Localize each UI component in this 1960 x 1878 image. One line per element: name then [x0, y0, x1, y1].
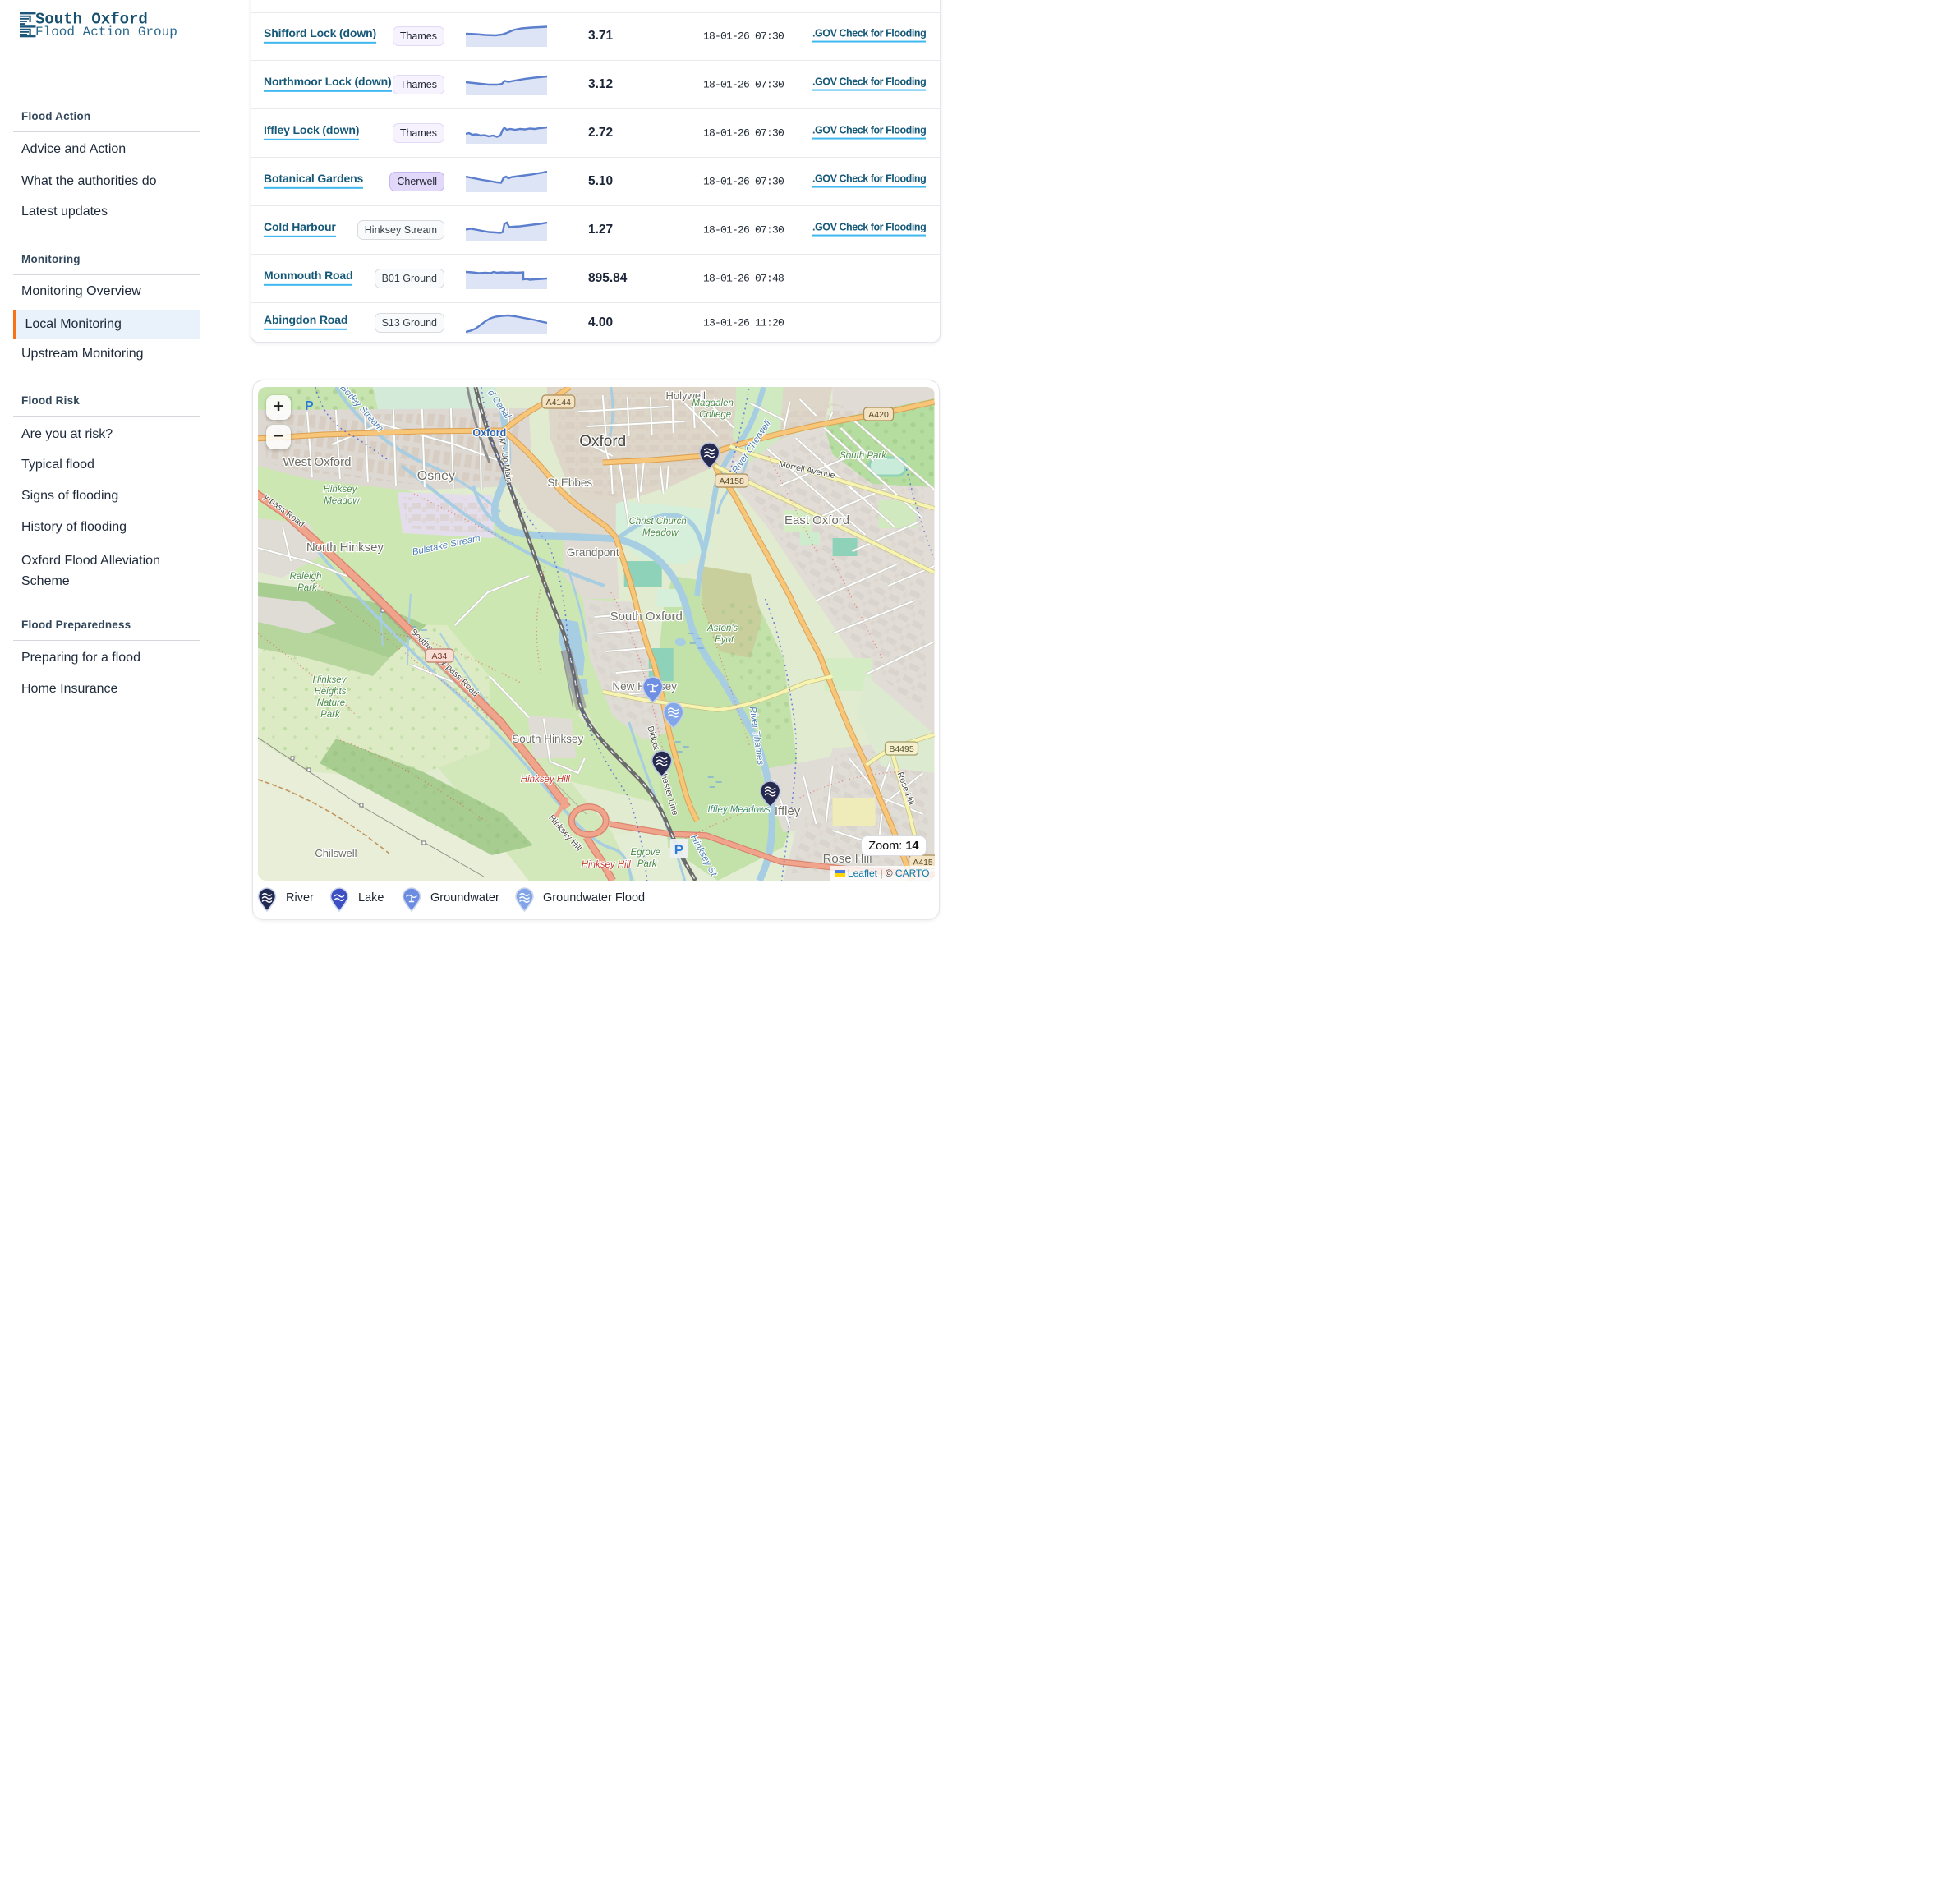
svg-text:Park: Park — [637, 859, 658, 869]
svg-text:A4158: A4158 — [719, 477, 743, 486]
svg-text:A420: A420 — [868, 411, 889, 420]
svg-text:North Hinksey: North Hinksey — [306, 541, 384, 555]
svg-text:Groundwater: Groundwater — [430, 891, 499, 904]
svg-text:Osney: Osney — [417, 469, 455, 483]
svg-text:Lake: Lake — [358, 891, 384, 904]
svg-text:Hinksey Hill: Hinksey Hill — [582, 860, 631, 870]
svg-text:River: River — [286, 891, 314, 904]
svg-text:St Ebbes: St Ebbes — [547, 476, 592, 489]
svg-text:Heights: Heights — [314, 687, 346, 697]
svg-text:Iffley: Iffley — [775, 804, 801, 818]
svg-text:Groundwater Flood: Groundwater Flood — [543, 891, 645, 904]
svg-text:Christ Church: Christ Church — [629, 517, 687, 527]
svg-text:Nature: Nature — [317, 698, 345, 708]
svg-text:Aston's: Aston's — [706, 624, 738, 633]
svg-text:Hinksey: Hinksey — [313, 675, 347, 685]
svg-text:Eyot: Eyot — [715, 635, 734, 645]
svg-text:Egrove: Egrove — [631, 848, 660, 858]
svg-text:South Oxford: South Oxford — [35, 11, 148, 29]
svg-text:Chilswell: Chilswell — [315, 847, 357, 859]
svg-text:Hinksey Hill: Hinksey Hill — [521, 775, 570, 785]
svg-text:Rose Hill: Rose Hill — [823, 852, 872, 866]
svg-text:East Oxford: East Oxford — [784, 513, 849, 527]
svg-text:West Oxford: West Oxford — [283, 455, 351, 469]
svg-text:South Hinksey: South Hinksey — [512, 733, 583, 745]
svg-text:B4495: B4495 — [889, 745, 913, 754]
svg-text:College: College — [699, 410, 731, 420]
svg-text:Flood Action Group: Flood Action Group — [35, 25, 177, 39]
svg-text:Oxford: Oxford — [579, 433, 626, 450]
svg-text:P: P — [305, 399, 314, 413]
svg-text:Oxford: Oxford — [472, 427, 506, 439]
svg-text:Meadow: Meadow — [642, 528, 679, 538]
svg-text:South Park: South Park — [840, 451, 887, 461]
svg-text:P: P — [674, 842, 683, 858]
svg-text:A34: A34 — [432, 652, 448, 661]
svg-text:Iffley Meadows: Iffley Meadows — [707, 805, 771, 815]
svg-text:A415: A415 — [913, 858, 933, 868]
svg-text:Raleigh: Raleigh — [289, 572, 321, 582]
svg-text:Meadow: Meadow — [324, 496, 360, 506]
svg-text:Hinksey: Hinksey — [324, 485, 358, 495]
svg-text:Magdalen: Magdalen — [692, 398, 733, 408]
svg-text:Grandpont: Grandpont — [567, 546, 619, 559]
svg-text:Holywell: Holywell — [666, 389, 706, 402]
svg-text:Park: Park — [297, 583, 318, 593]
svg-text:Park: Park — [320, 710, 341, 720]
svg-text:A4144: A4144 — [546, 398, 571, 407]
svg-text:South Oxford: South Oxford — [610, 610, 683, 624]
